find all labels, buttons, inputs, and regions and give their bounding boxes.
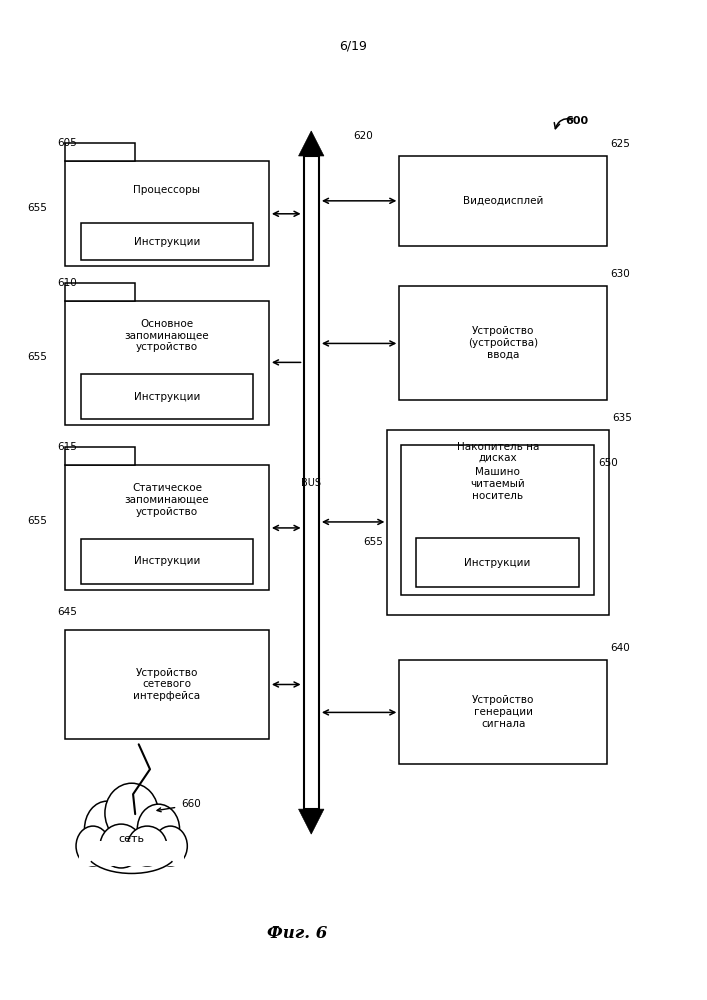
- Bar: [303, 156, 319, 809]
- Text: сеть: сеть: [119, 834, 145, 844]
- Text: Инструкции: Инструкции: [464, 558, 531, 568]
- Ellipse shape: [153, 826, 187, 866]
- Ellipse shape: [76, 826, 110, 866]
- Ellipse shape: [127, 826, 167, 866]
- Text: 655: 655: [28, 203, 47, 213]
- Bar: [65, 143, 135, 161]
- Text: 655: 655: [363, 537, 383, 547]
- Text: 6/19: 6/19: [339, 40, 368, 53]
- Text: 660: 660: [181, 799, 201, 809]
- Text: 645: 645: [58, 607, 78, 617]
- Bar: [81, 539, 252, 584]
- Text: 635: 635: [613, 413, 633, 423]
- Ellipse shape: [105, 783, 158, 843]
- Text: Накопитель на
дисках: Накопитель на дисках: [457, 442, 539, 463]
- Text: 655: 655: [28, 516, 47, 526]
- Text: Статическое
запоминающее
устройство: Статическое запоминающее устройство: [124, 483, 209, 517]
- Ellipse shape: [100, 824, 142, 868]
- Text: Инструкции: Инструкции: [134, 556, 200, 566]
- Text: 650: 650: [598, 458, 618, 468]
- Bar: [81, 374, 252, 419]
- Bar: [65, 465, 269, 590]
- Bar: [399, 286, 607, 400]
- Text: 620: 620: [354, 131, 373, 141]
- Text: 605: 605: [58, 138, 78, 148]
- Text: Машино
читаемый
носитель: Машино читаемый носитель: [470, 467, 525, 501]
- Text: Устройство
(устройства)
ввода: Устройство (устройства) ввода: [468, 326, 538, 360]
- Ellipse shape: [85, 801, 129, 857]
- Text: Устройство
сетевого
интерфейса: Устройство сетевого интерфейса: [134, 668, 201, 701]
- Bar: [65, 283, 135, 301]
- Text: 655: 655: [28, 352, 47, 362]
- Text: 640: 640: [611, 643, 631, 653]
- Bar: [65, 447, 135, 465]
- Bar: [416, 538, 579, 587]
- Text: Основное
запоминающее
устройство: Основное запоминающее устройство: [124, 319, 209, 352]
- Text: Процессоры: Процессоры: [134, 185, 200, 195]
- Text: Видеодисплей: Видеодисплей: [463, 196, 544, 206]
- Text: BUS: BUS: [301, 478, 321, 488]
- Text: 615: 615: [58, 442, 78, 452]
- Text: Инструкции: Инструкции: [134, 237, 200, 247]
- Polygon shape: [298, 131, 324, 156]
- Text: 625: 625: [611, 139, 631, 149]
- Text: 600: 600: [565, 116, 588, 126]
- Polygon shape: [298, 809, 324, 834]
- Bar: [399, 660, 607, 764]
- Bar: [79, 841, 185, 866]
- Bar: [401, 445, 595, 595]
- Text: Инструкции: Инструкции: [134, 392, 200, 402]
- Bar: [65, 630, 269, 739]
- Bar: [65, 161, 269, 266]
- Bar: [81, 223, 252, 260]
- Text: Фиг. 6: Фиг. 6: [267, 925, 327, 942]
- Bar: [399, 156, 607, 246]
- Bar: [387, 430, 609, 615]
- Text: 610: 610: [58, 278, 78, 288]
- Ellipse shape: [137, 804, 180, 854]
- Text: 630: 630: [611, 269, 631, 279]
- Text: Устройство
генерации
сигнала: Устройство генерации сигнала: [472, 695, 534, 729]
- Bar: [65, 301, 269, 425]
